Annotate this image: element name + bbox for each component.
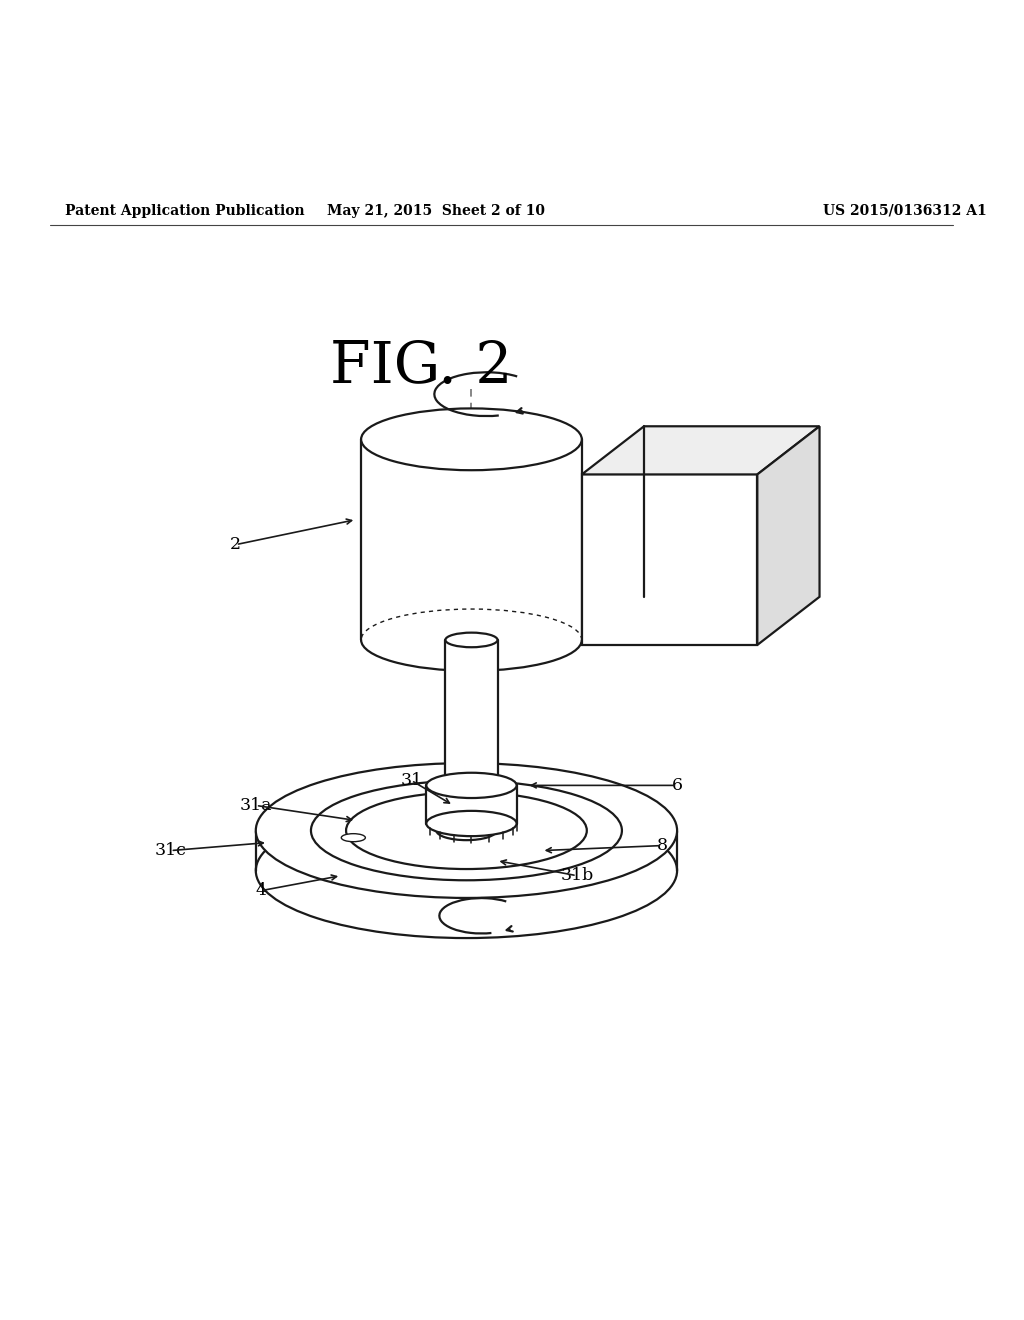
Polygon shape: [426, 785, 516, 824]
Ellipse shape: [426, 772, 516, 799]
Polygon shape: [582, 474, 758, 645]
Ellipse shape: [445, 632, 498, 647]
Ellipse shape: [445, 777, 498, 793]
Polygon shape: [582, 426, 819, 474]
Text: US 2015/0136312 A1: US 2015/0136312 A1: [822, 203, 986, 218]
Text: 31a: 31a: [240, 797, 272, 814]
Text: 31c: 31c: [155, 842, 186, 859]
Text: 6: 6: [672, 777, 683, 793]
Text: 2: 2: [230, 536, 242, 553]
Ellipse shape: [256, 763, 677, 898]
Ellipse shape: [436, 821, 497, 840]
Text: 8: 8: [656, 837, 668, 854]
Ellipse shape: [426, 810, 516, 836]
Text: 31: 31: [400, 772, 422, 789]
Text: Patent Application Publication: Patent Application Publication: [66, 203, 305, 218]
Ellipse shape: [361, 408, 582, 470]
Text: 31b: 31b: [560, 867, 593, 884]
Polygon shape: [758, 426, 819, 645]
Text: May 21, 2015  Sheet 2 of 10: May 21, 2015 Sheet 2 of 10: [328, 203, 546, 218]
Ellipse shape: [341, 834, 366, 842]
Text: 4: 4: [255, 882, 266, 899]
Ellipse shape: [361, 609, 582, 671]
Polygon shape: [445, 640, 498, 785]
Text: FIG. 2: FIG. 2: [330, 339, 513, 395]
Ellipse shape: [256, 804, 677, 939]
Polygon shape: [361, 440, 582, 640]
